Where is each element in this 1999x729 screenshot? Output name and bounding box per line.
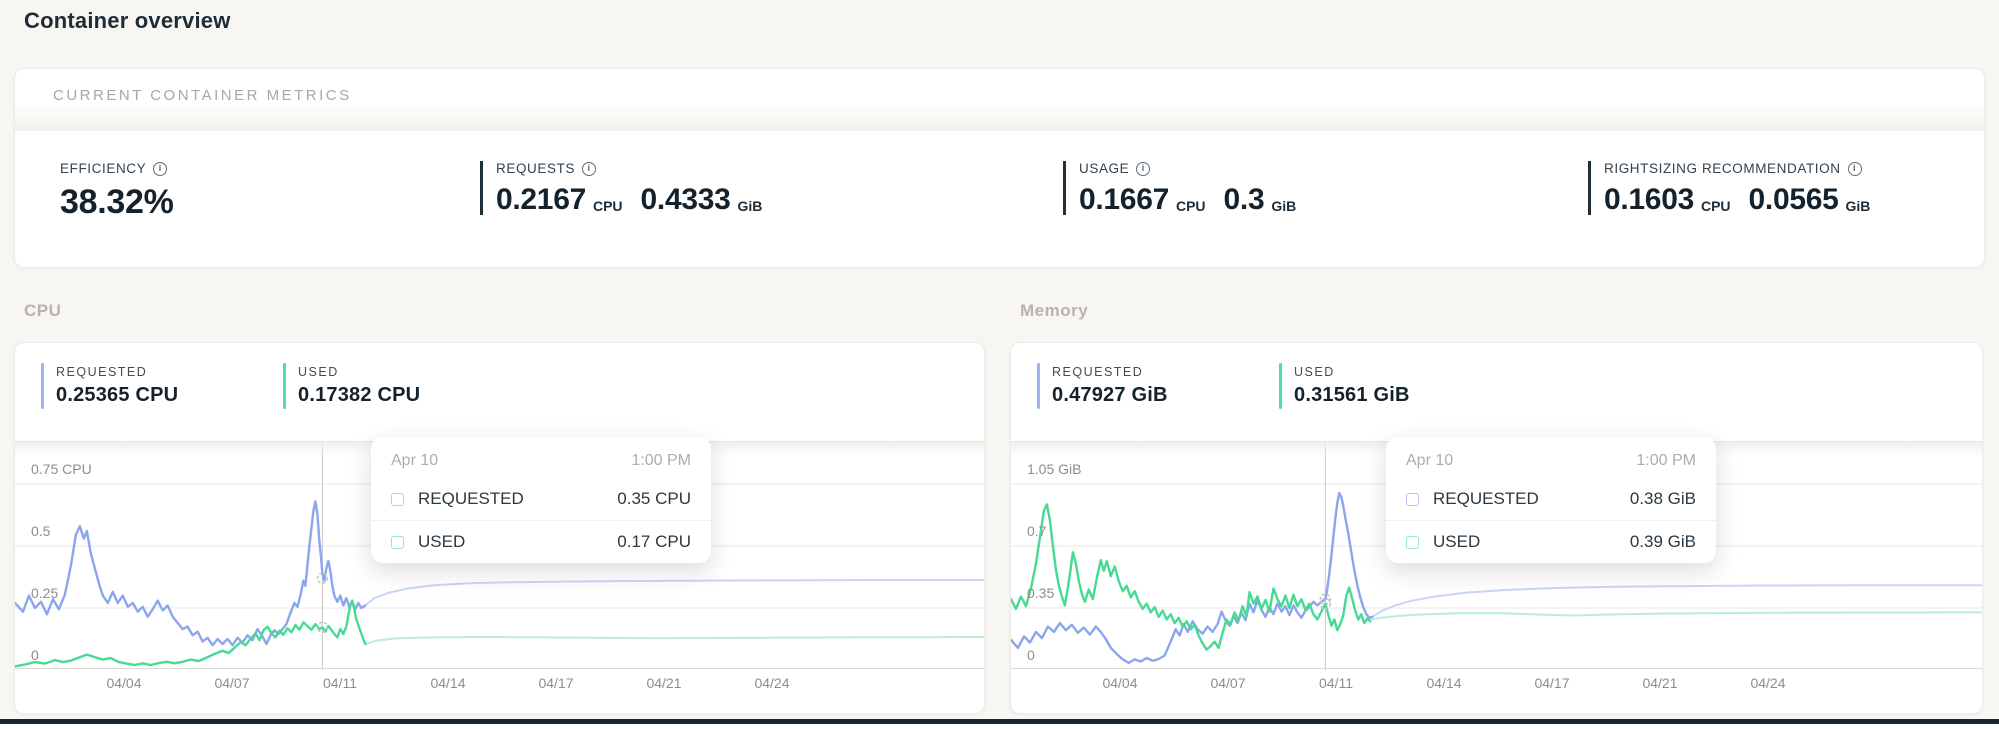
used-legend-bar-icon bbox=[283, 363, 286, 409]
x-axis-label: 04/21 bbox=[1642, 675, 1678, 691]
metric-efficiency: EFFICIENCY 38.32% bbox=[60, 161, 174, 219]
used-swatch-icon bbox=[391, 535, 404, 549]
cpu-legend-requested-value: 0.25365 CPU bbox=[56, 384, 179, 406]
used-legend-bar-icon bbox=[1279, 363, 1282, 409]
x-axis-label: 04/07 bbox=[214, 675, 250, 691]
requested-legend-bar-icon bbox=[1037, 363, 1040, 409]
tooltip-used-value: 0.39 GiB bbox=[1629, 532, 1696, 551]
memory-section-title: Memory bbox=[1020, 301, 1089, 320]
cpu-legend-requested: REQUESTED 0.25365 CPU bbox=[41, 363, 178, 409]
metric-rightsizing-label: RIGHTSIZING RECOMMENDATION bbox=[1604, 161, 1841, 176]
memory-line-chart bbox=[1011, 442, 1982, 670]
metric-rightsizing: RIGHTSIZING RECOMMENDATION 0.1603 CPU 0.… bbox=[1588, 161, 1870, 215]
cpu-section-title: CPU bbox=[24, 301, 62, 320]
x-axis-label: 04/04 bbox=[1102, 675, 1138, 691]
memory-legend-used-label: USED bbox=[1294, 365, 1335, 379]
tooltip-used-label: USED bbox=[1433, 532, 1481, 551]
memory-legend-requested-label: REQUESTED bbox=[1052, 365, 1144, 379]
memory-legend-used: USED 0.31561 GiB bbox=[1279, 363, 1410, 409]
metric-requests-cpu-unit: CPU bbox=[592, 198, 623, 214]
info-icon[interactable] bbox=[582, 161, 597, 176]
metrics-card-header: CURRENT CONTAINER METRICS bbox=[15, 69, 1984, 131]
tooltip-requested-label: REQUESTED bbox=[1433, 489, 1539, 508]
metrics-card-title: CURRENT CONTAINER METRICS bbox=[53, 87, 352, 104]
cpu-chart-tooltip: Apr 10 1:00 PM REQUESTED 0.35 CPU USED 0… bbox=[371, 437, 711, 563]
metric-rightsizing-mem-value: 0.0565 bbox=[1748, 183, 1839, 216]
info-icon[interactable] bbox=[1847, 161, 1862, 176]
memory-legend-requested-value: 0.47927 GiB bbox=[1052, 384, 1168, 406]
memory-chart-tooltip: Apr 10 1:00 PM REQUESTED 0.38 GiB USED 0… bbox=[1386, 437, 1716, 563]
metric-usage-label: USAGE bbox=[1079, 161, 1130, 176]
memory-legend-used-value: 0.31561 GiB bbox=[1294, 384, 1410, 406]
x-axis-label: 04/24 bbox=[1750, 675, 1786, 691]
current-metrics-card: CURRENT CONTAINER METRICS EFFICIENCY 38.… bbox=[14, 68, 1985, 268]
tooltip-used-label: USED bbox=[418, 532, 466, 551]
metric-rightsizing-mem-unit: GiB bbox=[1845, 198, 1871, 214]
tooltip-requested-value: 0.35 CPU bbox=[617, 489, 691, 508]
y-axis-label: 0.35 bbox=[1027, 585, 1055, 601]
y-axis-label: 0.5 bbox=[31, 523, 51, 539]
tooltip-requested-value: 0.38 GiB bbox=[1629, 489, 1696, 508]
info-icon[interactable] bbox=[1136, 161, 1151, 176]
cpu-x-axis: 04/04 04/07 04/11 04/14 04/17 04/21 04/24 bbox=[15, 675, 984, 705]
metric-rightsizing-cpu-value: 0.1603 bbox=[1604, 183, 1694, 216]
x-axis-label: 04/11 bbox=[323, 675, 357, 691]
cpu-legend-used: USED 0.17382 CPU bbox=[283, 363, 420, 409]
x-axis-label: 04/07 bbox=[1210, 675, 1246, 691]
metric-efficiency-value: 38.32% bbox=[60, 183, 174, 221]
cpu-legend-used-label: USED bbox=[298, 365, 339, 379]
metric-usage-cpu-unit: CPU bbox=[1175, 198, 1206, 214]
x-axis-label: 04/21 bbox=[646, 675, 682, 691]
x-axis-label: 04/14 bbox=[1426, 675, 1462, 691]
cpu-chart-card: REQUESTED 0.25365 CPU USED 0.17382 CPU 0… bbox=[14, 342, 985, 714]
cpu-legend-used-value: 0.17382 CPU bbox=[298, 384, 421, 406]
requested-legend-bar-icon bbox=[41, 363, 44, 409]
tooltip-time: 1:00 PM bbox=[1636, 452, 1696, 469]
x-axis-label: 04/11 bbox=[1319, 675, 1353, 691]
metric-requests: REQUESTS 0.2167 CPU 0.4333 GiB bbox=[480, 161, 762, 215]
x-axis-label: 04/24 bbox=[754, 675, 790, 691]
x-axis-label: 04/14 bbox=[430, 675, 466, 691]
metric-requests-label: REQUESTS bbox=[496, 161, 576, 176]
metric-usage-mem-value: 0.3 bbox=[1223, 183, 1265, 216]
metric-rightsizing-cpu-unit: CPU bbox=[1700, 198, 1731, 214]
tooltip-used-value: 0.17 CPU bbox=[617, 532, 691, 551]
metric-usage-cpu-value: 0.1667 bbox=[1079, 183, 1169, 216]
info-icon[interactable] bbox=[153, 161, 168, 176]
page-title: Container overview bbox=[24, 8, 231, 33]
x-axis-label: 04/17 bbox=[538, 675, 574, 691]
memory-x-axis: 04/04 04/07 04/11 04/14 04/17 04/21 04/24 bbox=[1011, 675, 1982, 705]
memory-chart-card: REQUESTED 0.47927 GiB USED 0.31561 GiB 0… bbox=[1010, 342, 1983, 714]
tooltip-date: Apr 10 bbox=[391, 452, 439, 469]
metric-efficiency-label: EFFICIENCY bbox=[60, 161, 147, 176]
metric-usage-mem-unit: GiB bbox=[1271, 198, 1297, 214]
tooltip-date: Apr 10 bbox=[1406, 452, 1454, 469]
metric-requests-mem-value: 0.4333 bbox=[640, 183, 731, 216]
y-axis-label: 1.05 GiB bbox=[1027, 461, 1082, 477]
requested-swatch-icon bbox=[1406, 492, 1419, 506]
metric-requests-cpu-value: 0.2167 bbox=[496, 183, 586, 216]
used-swatch-icon bbox=[1406, 535, 1419, 549]
x-axis-label: 04/17 bbox=[1534, 675, 1570, 691]
y-axis-label: 0.7 bbox=[1027, 523, 1047, 539]
metric-requests-mem-unit: GiB bbox=[737, 198, 763, 214]
y-axis-label: 0 bbox=[31, 647, 39, 663]
tooltip-requested-label: REQUESTED bbox=[418, 489, 524, 508]
metric-usage: USAGE 0.1667 CPU 0.3 GiB bbox=[1063, 161, 1296, 215]
memory-legend-requested: REQUESTED 0.47927 GiB bbox=[1037, 363, 1168, 409]
page-bottom bbox=[0, 724, 1999, 729]
section-divider bbox=[0, 719, 1999, 724]
x-axis-label: 04/04 bbox=[106, 675, 142, 691]
tooltip-time: 1:00 PM bbox=[631, 452, 691, 469]
cpu-legend-requested-label: REQUESTED bbox=[56, 365, 148, 379]
y-axis-label: 0.25 bbox=[31, 585, 59, 601]
requested-swatch-icon bbox=[391, 492, 404, 506]
y-axis-label: 0.75 CPU bbox=[31, 461, 92, 477]
y-axis-label: 0 bbox=[1027, 647, 1035, 663]
